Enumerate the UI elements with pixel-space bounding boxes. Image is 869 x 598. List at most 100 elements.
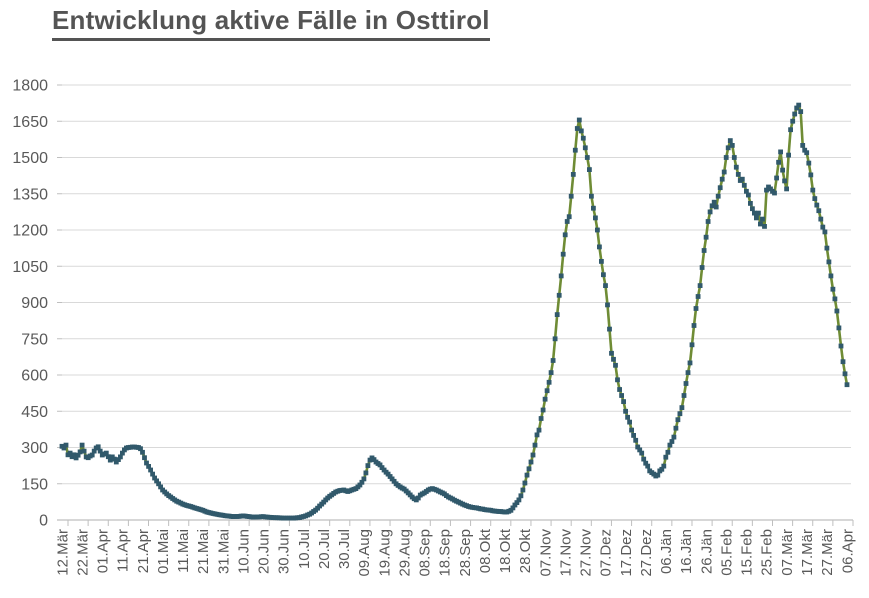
data-point-marker [595, 227, 600, 233]
data-point-marker [639, 450, 645, 456]
data-point-marker [750, 206, 755, 212]
data-point-marker [607, 326, 612, 332]
data-point-marker [550, 358, 556, 363]
data-point-marker [536, 427, 542, 433]
y-axis-label: 1800 [12, 78, 48, 95]
x-axis-label: 06.Apr [839, 529, 856, 573]
data-point-marker [697, 283, 703, 288]
x-axis-label: 18.Okt [497, 528, 514, 573]
data-point-marker [739, 176, 745, 182]
data-point-marker [75, 452, 81, 458]
data-point-marker [741, 182, 747, 188]
data-point-marker [669, 439, 675, 444]
data-point-marker [566, 214, 572, 220]
data-point-marker [842, 371, 848, 377]
data-point-marker [778, 149, 783, 155]
data-point-marker [627, 419, 632, 425]
data-point-marker [71, 452, 77, 458]
data-point-marker [144, 460, 149, 466]
data-point-marker [621, 399, 626, 404]
data-point-marker [617, 387, 622, 392]
data-point-marker [754, 215, 759, 221]
data-point-marker [613, 362, 618, 368]
data-point-marker [792, 111, 798, 117]
x-axis-label: 15.Feb [739, 529, 756, 576]
data-point-marker [729, 143, 735, 148]
data-point-marker [576, 117, 582, 123]
data-point-marker [685, 370, 691, 375]
x-axis-label: 17.Nov [557, 529, 574, 577]
y-axis-label: 600 [21, 368, 48, 385]
data-point-marker [103, 450, 109, 456]
data-point-marker [580, 135, 586, 141]
data-point-marker [786, 152, 791, 158]
data-point-marker [824, 245, 830, 251]
data-point-marker [111, 456, 117, 462]
data-point-marker [95, 444, 101, 450]
data-point-marker [532, 442, 538, 448]
y-axis-label: 750 [21, 331, 48, 348]
x-axis-label: 16.Jän [678, 529, 695, 574]
data-point-marker [693, 306, 699, 311]
x-axis-label: 11.Apr [115, 529, 132, 572]
data-point-marker [762, 224, 767, 229]
data-point-marker [776, 159, 781, 165]
data-point-marker [719, 176, 725, 182]
data-point-marker [808, 172, 814, 178]
data-point-marker [538, 416, 544, 421]
x-axis-label: 26.Jän [698, 529, 715, 574]
x-axis-label: 18.Sep [437, 529, 454, 577]
data-point-marker [578, 128, 584, 134]
data-point-marker [659, 466, 665, 472]
data-point-marker [814, 202, 820, 208]
y-axis-label: 300 [21, 440, 48, 457]
data-point-marker [725, 145, 731, 151]
data-point-marker [552, 336, 558, 342]
data-point-marker [514, 500, 520, 505]
data-point-marker [840, 359, 846, 365]
data-point-marker [570, 172, 576, 177]
data-point-marker [822, 229, 828, 235]
data-point-marker [707, 209, 713, 215]
data-point-marker [572, 147, 578, 153]
data-point-marker [780, 167, 785, 173]
data-point-marker [637, 447, 643, 453]
data-point-marker [832, 296, 838, 302]
data-point-marker [689, 342, 695, 348]
data-point-marker [587, 167, 592, 172]
data-point-marker [687, 360, 693, 366]
data-point-marker [731, 155, 737, 160]
data-point-marker [631, 433, 636, 438]
data-point-marker [61, 445, 67, 451]
data-point-marker [784, 186, 789, 192]
data-point-marker [63, 442, 69, 448]
data-point-marker [150, 471, 155, 477]
y-axis-label: 1500 [12, 150, 48, 167]
data-point-marker [794, 105, 800, 111]
data-point-marker [796, 102, 802, 108]
data-point-marker [723, 155, 729, 160]
data-point-marker [605, 302, 610, 308]
data-point-marker [764, 187, 769, 193]
data-point-marker [597, 244, 602, 250]
series-line [60, 103, 849, 520]
data-point-marker [81, 448, 87, 454]
data-point-marker [844, 382, 850, 388]
data-point-marker [148, 467, 153, 473]
data-point-marker [120, 450, 125, 456]
data-point-marker [673, 425, 679, 431]
data-point-marker [701, 248, 707, 253]
chart-title: Entwicklung aktive Fälle in Osttirol [52, 5, 490, 41]
x-axis-label: 21.Mai [195, 529, 212, 574]
data-point-marker [671, 434, 677, 440]
data-point-marker [105, 454, 111, 460]
x-axis-label: 06.Jän [658, 529, 675, 574]
data-point-marker [415, 495, 421, 501]
data-point-marker [798, 109, 804, 114]
data-point-marker [752, 210, 757, 216]
y-axis-label: 450 [21, 404, 48, 421]
data-point-marker [838, 343, 844, 349]
data-point-marker [510, 505, 516, 511]
data-point-marker [591, 205, 596, 211]
